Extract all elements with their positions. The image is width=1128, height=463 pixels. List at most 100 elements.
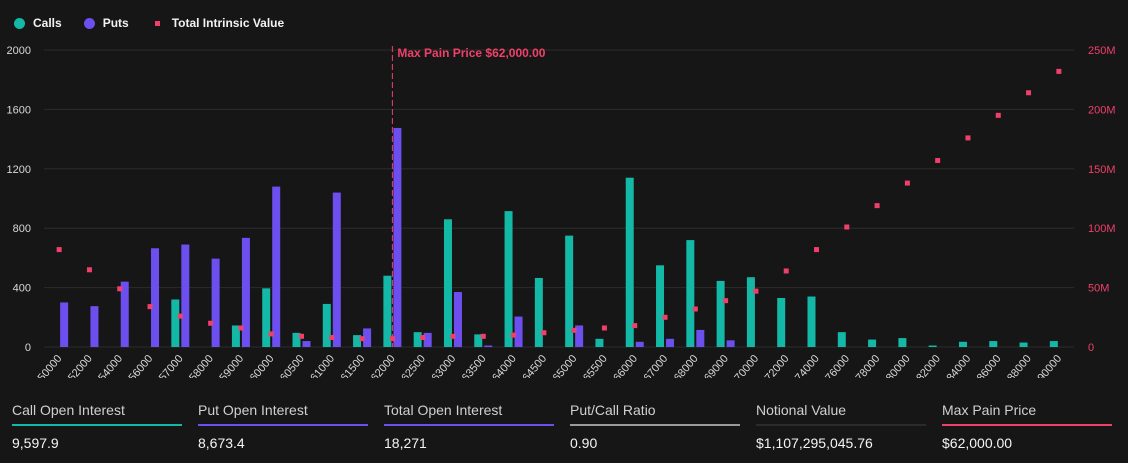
right-axis-tick-label: 200M xyxy=(1088,104,1116,116)
call-bar xyxy=(171,299,180,347)
put-bar xyxy=(272,186,281,347)
intrinsic-value-point xyxy=(632,323,638,329)
left-axis-tick-label: 400 xyxy=(13,283,31,295)
right-axis-tick-label: 50M xyxy=(1088,283,1109,295)
intrinsic-value-point xyxy=(783,268,789,274)
put-bar xyxy=(484,345,493,347)
intrinsic-value-point xyxy=(359,336,365,342)
call-bar xyxy=(928,345,937,347)
stat-value: 8,673.4 xyxy=(198,435,245,451)
stat-underline xyxy=(198,424,368,426)
stat-max-pain-price: Max Pain Price $62,000.00 xyxy=(942,400,1112,460)
call-bar xyxy=(656,265,665,347)
intrinsic-value-point xyxy=(601,325,607,331)
stat-call-open-interest: Call Open Interest 9,597.9 xyxy=(12,400,182,460)
intrinsic-value-point xyxy=(177,313,183,319)
call-bar xyxy=(958,341,967,347)
put-bar xyxy=(302,341,311,347)
chart-gridlines xyxy=(44,49,1074,348)
right-axis-tick-label: 0 xyxy=(1088,342,1094,354)
stat-underline xyxy=(942,424,1112,426)
legend-item-calls[interactable]: Calls xyxy=(14,16,62,30)
call-bar xyxy=(231,325,240,347)
left-axis-tick-label: 800 xyxy=(13,223,31,235)
put-bar xyxy=(120,281,129,347)
stat-underline xyxy=(384,424,554,426)
intrinsic-value-point xyxy=(571,327,577,333)
stats-bar: Call Open Interest 9,597.9 Put Open Intere… xyxy=(12,400,1112,460)
x-axis-tick-label: 67000 xyxy=(642,353,671,378)
intrinsic-value-point xyxy=(1056,68,1062,74)
x-axis-tick-label: 59000 xyxy=(217,353,246,378)
x-axis-tick-label: 69000 xyxy=(702,353,731,378)
put-bar xyxy=(241,237,250,347)
call-bar xyxy=(292,332,301,347)
intrinsic-value-point xyxy=(86,267,92,273)
intrinsic-value-point xyxy=(753,288,759,294)
intrinsic-value-point xyxy=(420,334,426,340)
calls-legend-marker xyxy=(14,17,25,29)
stat-label: Notional Value xyxy=(756,402,847,418)
x-axis-tick-label: 82000 xyxy=(914,353,943,378)
intrinsic-value-point xyxy=(814,247,819,253)
stat-label: Call Open Interest xyxy=(12,402,125,418)
stat-label: Max Pain Price xyxy=(942,402,1037,418)
legend-puts-label: Puts xyxy=(102,16,129,30)
intrinsic-value-point xyxy=(723,298,729,304)
left-axis: 0 400 800 1200 1600 2000 xyxy=(7,45,31,354)
call-bar xyxy=(716,280,725,347)
intrinsic-value-point xyxy=(389,336,395,342)
stat-value: $62,000.00 xyxy=(942,435,1013,451)
x-axis-tick-label: 84000 xyxy=(944,353,973,378)
call-bar xyxy=(565,235,574,347)
intrinsic-value-point xyxy=(450,333,456,339)
x-axis-tick-label: 74000 xyxy=(793,353,822,378)
intrinsic-value-point xyxy=(299,333,304,339)
x-axis-tick-label: 78000 xyxy=(854,353,883,378)
stat-value: $1,107,295,045.76 xyxy=(756,435,873,451)
stat-underline xyxy=(570,424,740,426)
x-axis-tick-label: 54000 xyxy=(96,353,125,378)
x-axis-tick-label: 61000 xyxy=(308,353,337,378)
x-axis-tick-label: 70000 xyxy=(732,353,761,378)
x-axis-tick-label: 68000 xyxy=(672,353,701,378)
x-axis-tick-label: 90000 xyxy=(1035,353,1064,378)
put-bar xyxy=(60,302,69,347)
intrinsic-value-point xyxy=(904,180,910,186)
x-axis-tick-label: 63500 xyxy=(460,353,489,378)
call-bar xyxy=(807,296,816,347)
intrinsic-value-point xyxy=(329,334,335,340)
call-bar xyxy=(898,338,907,347)
call-bar xyxy=(262,288,271,347)
legend-item-intrinsic[interactable]: Total Intrinsic Value xyxy=(151,16,284,30)
intrinsic-value-point xyxy=(56,247,62,253)
put-bar xyxy=(151,248,160,347)
put-bar xyxy=(514,316,523,347)
intrinsic-value-point xyxy=(238,325,244,331)
stat-value: 0.90 xyxy=(570,435,598,451)
intrinsic-value-point xyxy=(117,286,123,292)
x-axis-tick-label: 64000 xyxy=(490,353,519,378)
x-axis-tick-label: 88000 xyxy=(1005,353,1034,378)
right-axis-tick-label: 250M xyxy=(1088,45,1116,57)
x-axis-tick-label: 61500 xyxy=(339,353,368,378)
put-bar xyxy=(181,244,190,347)
stat-put-open-interest: Put Open Interest 8,673.4 xyxy=(198,400,368,460)
stat-notional-value: Notional Value $1,107,295,045.76 xyxy=(756,400,926,460)
intrinsic-value-point xyxy=(965,135,971,141)
intrinsic-value-point xyxy=(844,224,850,230)
x-axis-tick-label: 56000 xyxy=(127,353,156,378)
put-bar xyxy=(696,329,705,347)
intrinsic-value-point xyxy=(1026,90,1032,96)
call-bar xyxy=(746,277,755,347)
stat-label: Put/Call Ratio xyxy=(570,402,656,418)
legend-item-puts[interactable]: Puts xyxy=(83,16,129,30)
right-axis: 0 50M 100M 150M 200M 250M xyxy=(1088,45,1116,354)
call-bar xyxy=(595,338,604,347)
x-axis-tick-label: 60500 xyxy=(278,353,307,378)
stat-underline xyxy=(756,424,926,426)
x-axis-tick-label: 62000 xyxy=(369,353,398,378)
intrinsic-value-point xyxy=(480,333,486,339)
put-bar xyxy=(453,292,462,347)
legend-calls-label: Calls xyxy=(33,16,62,30)
